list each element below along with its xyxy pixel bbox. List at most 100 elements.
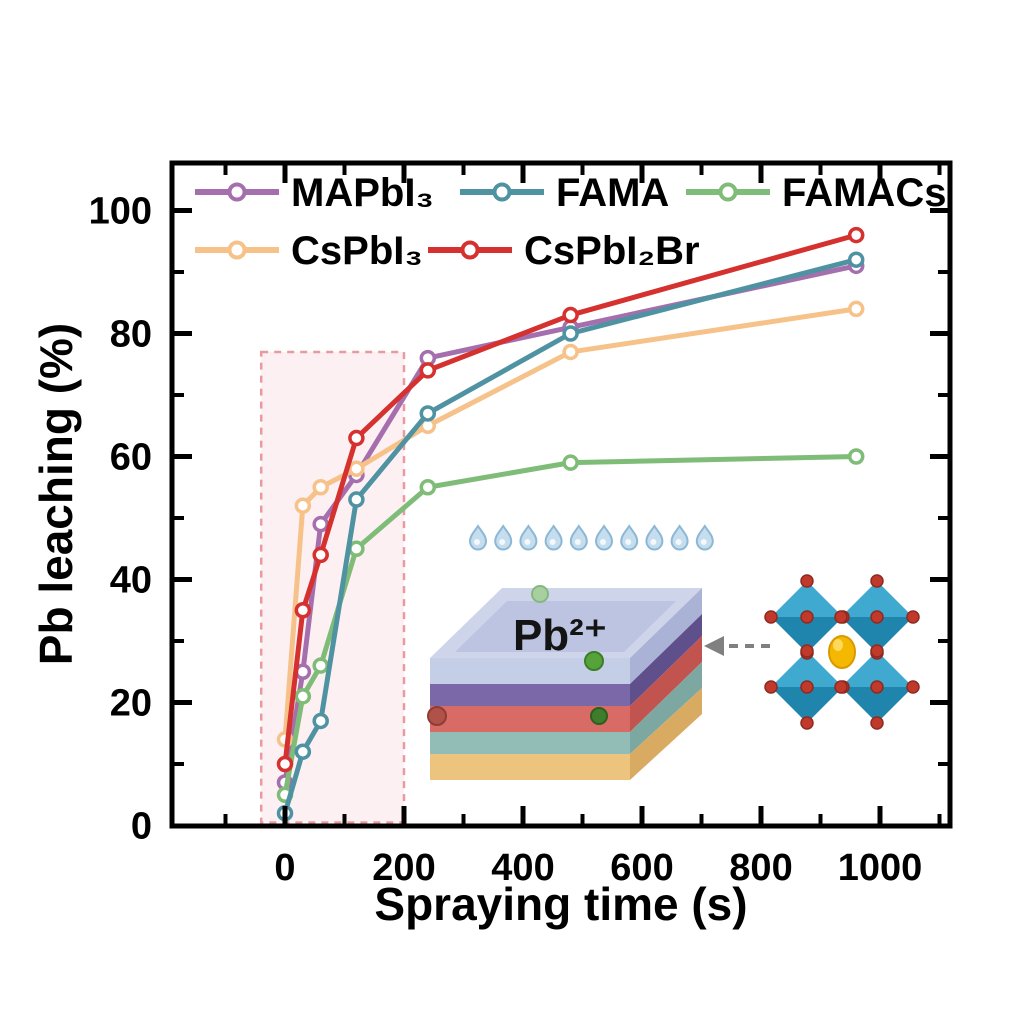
series-marker-4	[294, 602, 312, 619]
legend: MAPbI₃ FAMA FAMACs CsPbI₃ CsPbI₂Br	[195, 171, 946, 273]
droplet-shape	[519, 524, 538, 551]
series-marker-3	[312, 712, 329, 730]
series-marker-1	[348, 460, 365, 478]
droplet-highlight	[499, 539, 506, 545]
legend-label-cspbi: CsPbI₃	[291, 229, 423, 273]
droplet-shape	[494, 524, 513, 551]
perovskite-crystal-icon	[764, 574, 920, 730]
x-tick-label: 200	[372, 847, 435, 889]
droplet-icon	[468, 524, 488, 551]
legend-label-cspbibr: CsPbI₂Br	[524, 229, 700, 273]
x-axis-title: Spraying time (s)	[374, 878, 747, 930]
octahedron-bottom-facet	[841, 617, 913, 653]
highlight-box-rect	[259, 350, 406, 824]
y-tick-label: 80	[110, 314, 152, 356]
glass-top-inner-face	[455, 601, 676, 652]
tan-layer-right	[630, 688, 702, 780]
halide-dot-icon	[870, 680, 884, 694]
pb-ion-red-icon	[427, 706, 447, 726]
droplet-icon	[494, 524, 513, 551]
series-marker-2	[562, 454, 579, 471]
halide-dot-icon	[834, 680, 848, 694]
halide-dot-icon	[800, 574, 814, 588]
y-axis-title: Pb leaching (%)	[30, 323, 82, 665]
series-marker-2	[348, 540, 365, 557]
droplet-highlight	[675, 539, 682, 545]
halide-dot-icon	[800, 644, 814, 658]
y-tick-label: 40	[110, 560, 152, 602]
droplet-shape	[569, 524, 588, 551]
droplet-icon	[544, 524, 563, 551]
arrow-icon	[704, 636, 770, 656]
x-tick-label: 800	[729, 847, 792, 889]
droplet-highlight	[625, 539, 632, 545]
x-tick-label: 600	[610, 847, 673, 889]
tan-layer-front	[430, 754, 630, 780]
series-marker-3	[562, 325, 579, 342]
pb-ion-green-icon	[584, 651, 604, 671]
pb-ion-label: Pb²⁺	[513, 611, 607, 660]
teal-layer-right	[630, 662, 702, 754]
droplet-icon	[569, 524, 588, 551]
octahedron-top-facet	[771, 581, 843, 617]
octahedron-bottom-facet	[771, 687, 843, 723]
glass-right-face	[630, 588, 702, 684]
purple-layer-right	[630, 614, 702, 706]
droplet-icon	[670, 524, 689, 551]
droplet-highlight	[700, 539, 707, 545]
red-layer-right	[630, 636, 702, 732]
series-marker-4	[419, 362, 437, 379]
droplet-shape	[544, 524, 563, 551]
droplet-shape	[468, 524, 488, 551]
series-marker-0	[312, 515, 329, 533]
series-marker-4	[847, 226, 865, 244]
series-marker-3	[348, 491, 365, 508]
tick-labels: 0 200 400 600 800 1000 0 20 40 60 80 100	[89, 191, 923, 890]
series-marker-2	[312, 657, 329, 674]
series-marker-1	[294, 497, 312, 514]
series-marker-1	[847, 300, 865, 318]
series-marker-3	[294, 743, 312, 760]
droplet-icon	[594, 524, 614, 551]
halide-dot-icon	[800, 680, 814, 694]
droplet-highlight	[549, 539, 556, 545]
halide-dot-icon	[800, 610, 814, 624]
halide-dot-icon	[906, 610, 920, 624]
series-marker-4	[312, 546, 329, 564]
droplet-highlight	[574, 539, 581, 545]
highlight-region	[259, 350, 406, 824]
purple-layer-front	[430, 684, 630, 706]
axes-layer	[169, 160, 953, 829]
series-marker-2	[294, 688, 312, 705]
droplet-icon	[519, 524, 538, 551]
droplet-shape	[695, 524, 714, 551]
series-marker-3	[847, 251, 865, 268]
droplet-highlight	[474, 539, 480, 545]
halide-dot-icon	[764, 680, 778, 694]
y-tick-label: 60	[110, 437, 152, 479]
x-tick-label: 400	[491, 847, 554, 889]
octahedron-bottom-facet	[841, 687, 913, 723]
series-marker-1	[562, 343, 579, 361]
halide-dot-icon	[906, 680, 920, 694]
series-marker-4	[276, 755, 294, 773]
series-marker-1	[312, 479, 329, 496]
droplet-shape	[620, 524, 639, 551]
device-stack-diagram: Pb²⁺	[427, 585, 702, 780]
droplet-shape	[594, 524, 614, 551]
halide-dot-icon	[870, 574, 884, 588]
cation-highlight	[833, 639, 843, 651]
series-layer	[276, 226, 865, 822]
octahedron-bottom-facet	[771, 617, 843, 653]
octahedron-top-facet	[841, 651, 913, 687]
series-marker-3	[419, 405, 437, 422]
legend-label-mapbi: MAPbI₃	[291, 171, 434, 215]
droplet-highlight	[650, 539, 657, 545]
droplet-icon	[620, 524, 639, 551]
droplet-shape	[645, 524, 664, 551]
series-marker-4	[562, 306, 579, 324]
teal-layer-front	[430, 732, 630, 754]
pb-ion-dark-icon	[590, 707, 608, 725]
halide-dot-icon	[764, 610, 778, 624]
